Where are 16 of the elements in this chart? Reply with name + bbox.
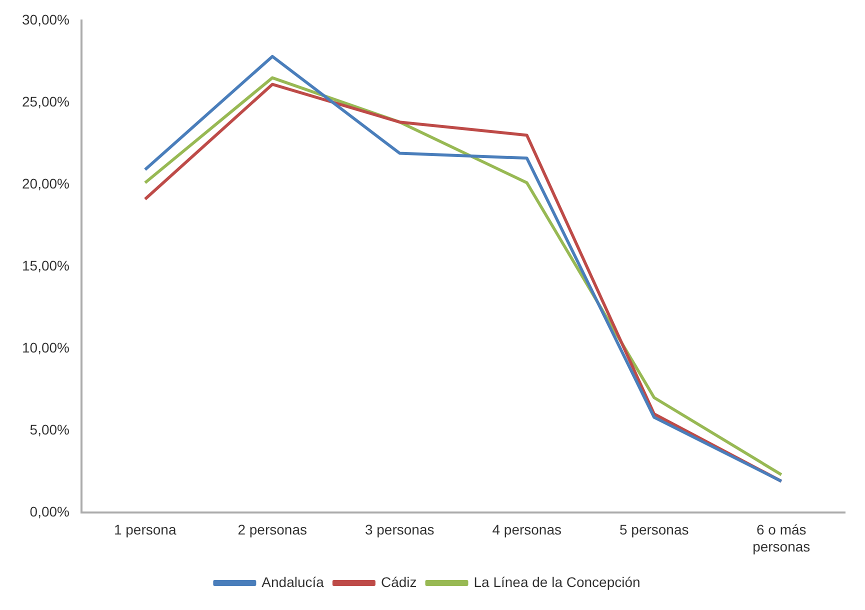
legend-label: Andalucía <box>262 574 324 590</box>
x-tick-label: 3 personas <box>364 522 434 538</box>
y-tick-label: 30,00% <box>22 11 70 28</box>
legend-label: La Línea de la Concepción <box>474 574 640 590</box>
y-tick-label: 10,00% <box>22 339 70 356</box>
x-tick-label: 2 personas <box>238 522 307 538</box>
y-tick-label: 15,00% <box>22 257 70 274</box>
x-tick-label: 4 personas <box>492 522 562 538</box>
legend-label: Cádiz <box>380 574 417 590</box>
y-tick-label: 20,00% <box>22 175 70 192</box>
y-tick-label: 5,00% <box>30 421 70 438</box>
y-tick-label: 25,00% <box>22 93 70 110</box>
x-tick-label: 1 persona <box>114 522 176 538</box>
x-tick-label: 6 o más personas <box>752 522 810 554</box>
y-tick-label: 0,00% <box>30 503 70 520</box>
x-tick-label: 5 personas <box>619 522 689 538</box>
